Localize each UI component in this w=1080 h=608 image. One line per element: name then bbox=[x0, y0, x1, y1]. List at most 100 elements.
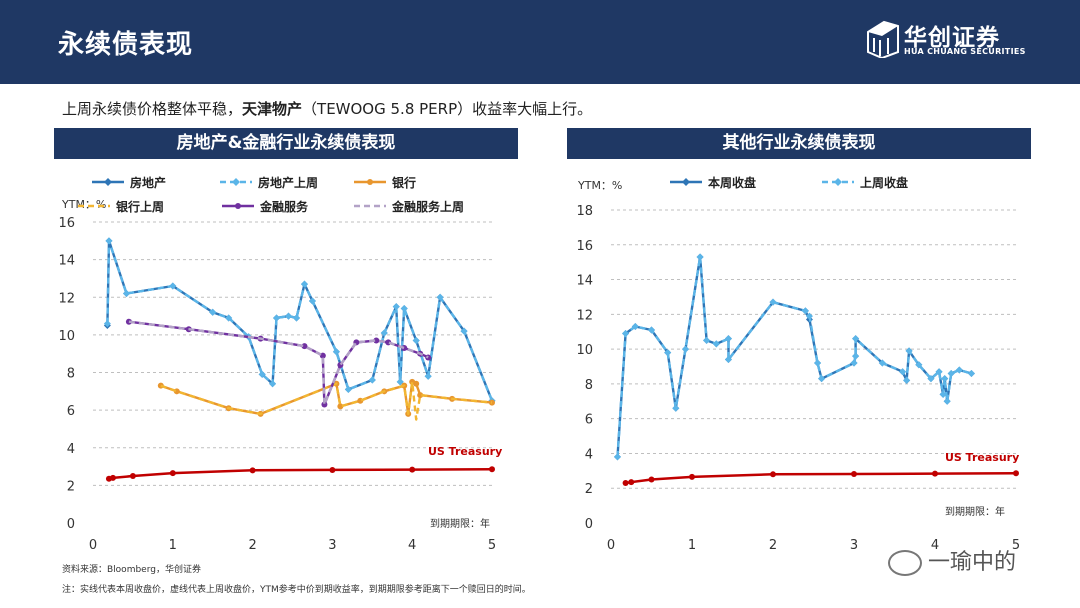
legend-label: 上周收盘 bbox=[860, 175, 908, 190]
data-point bbox=[631, 323, 639, 331]
y-tick-label: 0 bbox=[67, 517, 75, 532]
data-point bbox=[905, 347, 913, 355]
data-point bbox=[903, 376, 911, 384]
legend-label: 房地产 bbox=[130, 175, 166, 190]
data-point bbox=[622, 480, 629, 487]
x-tick-label: 0 bbox=[607, 538, 615, 553]
data-point bbox=[409, 466, 416, 473]
data-point bbox=[301, 343, 308, 350]
watermark: 一瑜中的 bbox=[888, 544, 1016, 576]
data-point bbox=[943, 397, 951, 405]
logo-subtitle: HUA CHUANG SECURITIES bbox=[904, 47, 1026, 56]
company-logo: 华创证券 HUA CHUANG SECURITIES bbox=[864, 18, 1034, 62]
data-point bbox=[413, 380, 420, 387]
data-point bbox=[939, 390, 947, 398]
data-point bbox=[344, 385, 352, 393]
treasury-annotation: US Treasury bbox=[945, 451, 1019, 464]
x-tick-label: 3 bbox=[328, 538, 336, 553]
data-point bbox=[852, 352, 860, 360]
data-point bbox=[801, 307, 809, 315]
data-point bbox=[682, 345, 690, 353]
series-line bbox=[108, 467, 493, 481]
data-point bbox=[770, 471, 776, 478]
y-tick-label: 8 bbox=[585, 378, 593, 393]
data-point bbox=[712, 340, 720, 348]
y-tick-label: 2 bbox=[67, 479, 75, 494]
y-tick-label: 4 bbox=[67, 442, 75, 457]
data-point bbox=[436, 293, 444, 301]
right-panel-title: 其他行业永续债表现 bbox=[567, 128, 1031, 159]
y-tick-label: 12 bbox=[58, 291, 75, 306]
y-tick-label: 0 bbox=[585, 517, 593, 532]
data-point bbox=[249, 467, 256, 474]
x-tick-label: 1 bbox=[688, 538, 696, 553]
data-point bbox=[664, 349, 672, 357]
series-line bbox=[616, 255, 972, 457]
data-point bbox=[417, 392, 424, 399]
x-tick-label: 2 bbox=[769, 538, 777, 553]
data-point bbox=[321, 401, 328, 408]
legend-label: 房地产上周 bbox=[258, 175, 318, 190]
treasury-annotation: US Treasury bbox=[428, 445, 502, 458]
data-point bbox=[300, 280, 308, 288]
data-point bbox=[899, 368, 907, 376]
data-point bbox=[696, 253, 704, 261]
data-point bbox=[613, 453, 621, 461]
x-tick-label: 4 bbox=[931, 538, 939, 553]
legend-marker bbox=[367, 179, 373, 185]
legend-label: 本周收盘 bbox=[708, 175, 756, 190]
data-point bbox=[628, 479, 635, 486]
y-tick-label: 6 bbox=[585, 413, 593, 428]
data-point bbox=[400, 305, 408, 313]
data-point bbox=[932, 470, 938, 477]
data-point bbox=[225, 314, 233, 322]
data-point bbox=[392, 303, 400, 311]
data-point bbox=[941, 375, 949, 383]
data-point bbox=[292, 314, 300, 322]
data-point bbox=[258, 370, 266, 378]
data-point bbox=[332, 348, 340, 356]
summary-bold: 天津物产 bbox=[242, 100, 303, 118]
summary-part1: 上周永续债价格整体平稳， bbox=[62, 100, 243, 118]
data-point bbox=[368, 376, 376, 384]
logo-cube-icon bbox=[867, 20, 899, 58]
series-line bbox=[106, 239, 494, 402]
header-bar: 永续债表现 华创证券 HUA CHUANG SECURITIES bbox=[0, 0, 1080, 84]
data-point bbox=[103, 320, 111, 328]
x-tick-label: 4 bbox=[408, 538, 416, 553]
y-tick-label: 10 bbox=[58, 329, 75, 344]
legend-label: 金融服务 bbox=[259, 199, 309, 214]
y-tick-label: 18 bbox=[576, 204, 593, 219]
data-point bbox=[852, 335, 860, 343]
data-point bbox=[285, 312, 293, 320]
data-point bbox=[805, 312, 813, 320]
y-tick-label: 14 bbox=[58, 254, 75, 269]
y-tick-label: 4 bbox=[585, 447, 593, 462]
data-point bbox=[412, 337, 420, 345]
x-axis-label: 到期期限：年 bbox=[430, 517, 490, 530]
summary-part2: （TEWOOG 5.8 PERP）收益率大幅上行。 bbox=[302, 100, 593, 118]
y-tick-label: 2 bbox=[585, 482, 593, 497]
x-tick-label: 5 bbox=[1012, 538, 1020, 553]
data-point bbox=[955, 366, 963, 374]
x-tick-label: 2 bbox=[248, 538, 256, 553]
series-line bbox=[625, 472, 1017, 485]
legend-marker bbox=[104, 178, 112, 186]
data-point bbox=[460, 327, 468, 335]
data-point bbox=[878, 359, 886, 367]
data-point bbox=[169, 470, 176, 477]
data-point bbox=[129, 472, 136, 479]
data-point bbox=[489, 466, 495, 473]
y-tick-label: 16 bbox=[58, 216, 75, 231]
data-point bbox=[109, 474, 116, 481]
y-axis-label: YTM：% bbox=[61, 198, 106, 211]
data-point bbox=[851, 470, 857, 477]
data-point bbox=[648, 326, 655, 334]
legend-marker bbox=[682, 178, 690, 186]
data-point bbox=[814, 359, 822, 367]
y-tick-label: 6 bbox=[67, 404, 75, 419]
logo-name: 华创证券 bbox=[904, 25, 1000, 51]
data-point bbox=[967, 369, 975, 377]
